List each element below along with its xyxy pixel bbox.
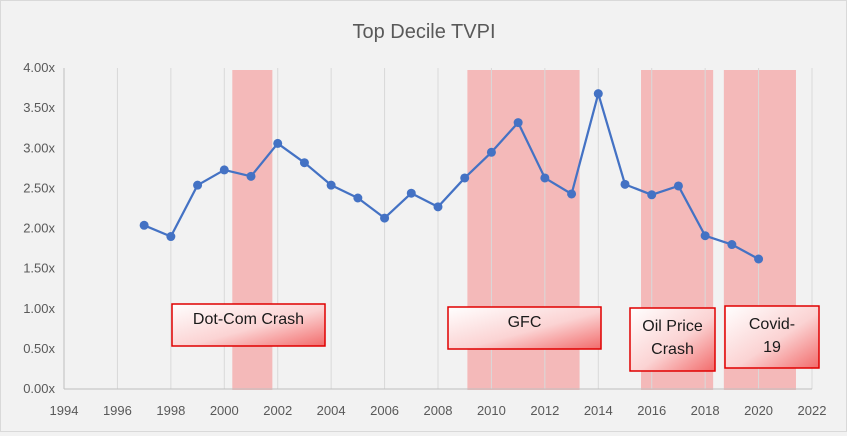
y-tick-label: 2.00x	[23, 221, 55, 236]
x-tick-label: 1996	[103, 403, 132, 418]
annotation-label-2: Oil Price Crash	[629, 307, 716, 372]
y-tick-label: 2.50x	[23, 180, 55, 195]
x-tick-label: 2000	[210, 403, 239, 418]
data-point	[193, 180, 203, 190]
data-point	[540, 173, 550, 183]
y-tick-label: 3.00x	[23, 140, 55, 155]
annotation-text-line: 19	[763, 339, 781, 356]
annotation-text-line: Oil Price	[642, 318, 703, 335]
data-point	[353, 193, 363, 203]
annotation-text-line: Dot-Com Crash	[193, 311, 304, 328]
annotation-box	[629, 307, 716, 372]
x-tick-label: 2002	[263, 403, 292, 418]
annotation-labels: Dot-Com Crash GFC Oil Price Crash Covid- 19	[171, 303, 820, 372]
data-point	[486, 147, 496, 157]
annotation-label-1: GFC	[447, 306, 602, 350]
y-tick-label: 1.00x	[23, 301, 55, 316]
x-tick-label: 2012	[530, 403, 559, 418]
x-tick-label: 2010	[477, 403, 506, 418]
data-point	[166, 232, 176, 242]
y-tick-label: 0.50x	[23, 341, 55, 356]
annotation-text-line: Crash	[651, 341, 694, 358]
annotation-text: Covid- 19	[749, 316, 795, 356]
x-tick-label: 1998	[156, 403, 185, 418]
y-tick-label: 4.00x	[23, 60, 55, 75]
annotation-box	[171, 303, 326, 347]
data-point	[433, 202, 443, 212]
annotation-label-0: Dot-Com Crash	[171, 303, 326, 347]
annotation-label-3: Covid- 19	[724, 305, 820, 369]
annotation-box	[447, 306, 602, 350]
series-line	[143, 92, 760, 260]
x-tick-label: 1994	[50, 403, 79, 418]
x-tick-label: 2016	[637, 403, 666, 418]
annotation-text: GFC	[508, 314, 542, 331]
data-point	[326, 180, 336, 190]
data-point	[593, 89, 603, 99]
x-tick-label: 2008	[424, 403, 453, 418]
annotation-text-line: GFC	[508, 314, 542, 331]
annotation-text-line: Covid-	[749, 316, 795, 333]
data-point	[139, 220, 149, 230]
axes: 0.00x 0.50x 1.00x 1.50x 2.00x 2.50x 3.00x 3.50x…	[23, 60, 826, 418]
x-tick-label: 2020	[744, 403, 773, 418]
data-point	[273, 138, 283, 148]
x-tick-label: 2014	[584, 403, 613, 418]
data-point	[513, 118, 523, 128]
y-tick-label: 1.50x	[23, 261, 55, 276]
chart-title: Top Decile TVPI	[352, 21, 495, 43]
annotation-box	[724, 305, 820, 369]
x-tick-label: 2004	[317, 403, 346, 418]
series-layer	[139, 89, 764, 264]
data-point	[754, 254, 764, 264]
data-point	[460, 173, 470, 183]
y-tick-label: 3.50x	[23, 100, 55, 115]
data-point	[620, 179, 630, 189]
data-point	[727, 240, 737, 250]
data-point	[246, 171, 256, 181]
data-point	[647, 190, 657, 200]
annotation-text: Oil Price Crash	[642, 318, 703, 358]
data-point	[673, 181, 683, 191]
data-point	[406, 188, 416, 198]
data-point	[219, 165, 229, 175]
x-tick-label: 2022	[798, 403, 827, 418]
data-point	[380, 213, 390, 223]
data-point	[299, 158, 309, 168]
x-tick-label: 2006	[370, 403, 399, 418]
x-tick-label: 2018	[691, 403, 720, 418]
annotation-text: Dot-Com Crash	[193, 311, 304, 328]
data-point	[567, 189, 577, 199]
data-point	[700, 231, 710, 241]
y-tick-label: 0.00x	[23, 381, 55, 396]
